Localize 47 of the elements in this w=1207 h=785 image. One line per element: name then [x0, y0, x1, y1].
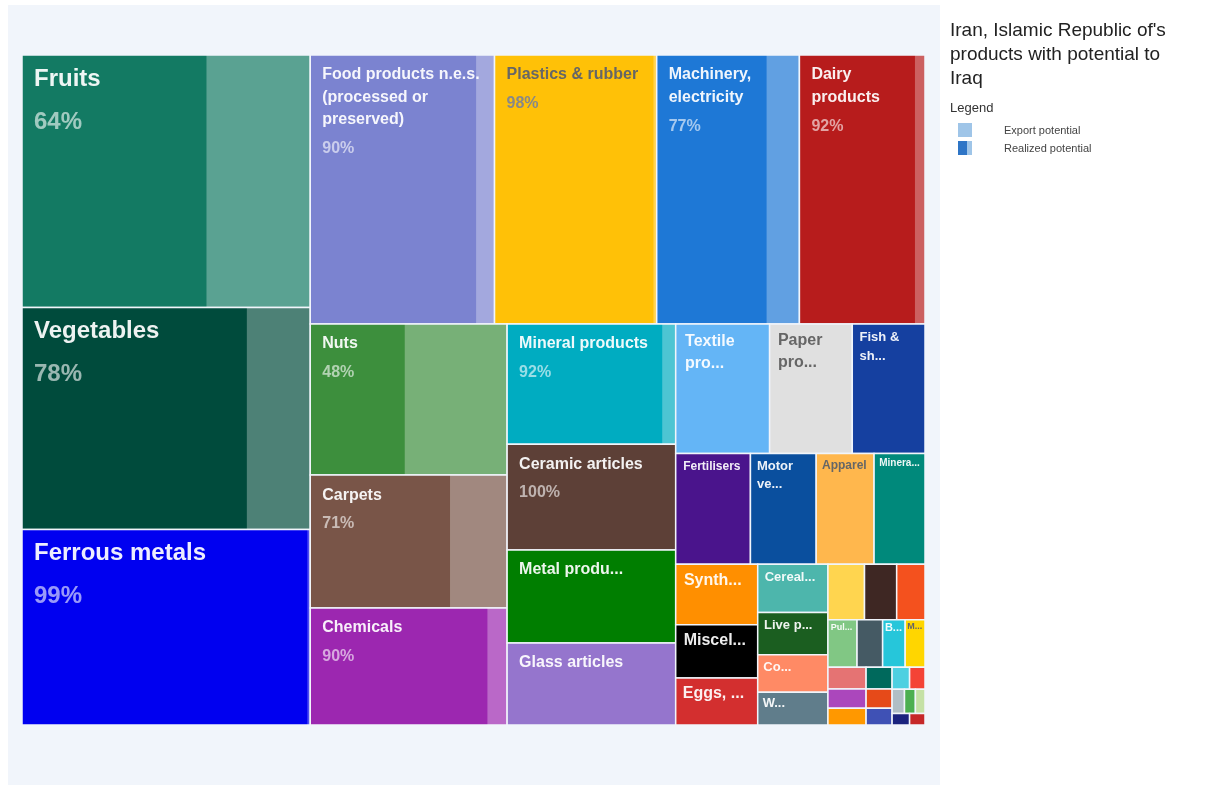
category-label: Apparel [821, 457, 867, 472]
text: Iran, Islamic Republic of's products with potential to Iraq [950, 18, 1167, 90]
data-label: 92% [811, 116, 844, 134]
category-label: Carpets [322, 485, 382, 503]
category-label: Cereal... [764, 569, 816, 585]
data-label: 77% [668, 116, 701, 134]
category-label: Minera... [879, 457, 920, 469]
category-label: Miscel... [683, 631, 746, 649]
category-label: Live p... [764, 616, 813, 632]
category-label: Co... [763, 658, 792, 674]
category-label: Eggs, ... [682, 683, 745, 701]
category-label: Vegetables [34, 316, 160, 344]
category-label: Dairy products [811, 65, 880, 105]
category-label: Mineral products [519, 334, 649, 352]
category-label: Nuts [322, 334, 358, 352]
category-label: W... [762, 695, 786, 711]
text: Export potential [1004, 124, 1081, 136]
category-label: Ferrous metals [34, 538, 207, 566]
data-label: 99% [34, 581, 83, 609]
category-label: Glass articles [519, 653, 624, 671]
category-label: Machinery, electricity [668, 65, 752, 105]
category-label: Synth... [683, 570, 742, 588]
category-label: Ceramic articles [519, 454, 643, 472]
data-label: 90% [322, 139, 355, 157]
text: Realized potential [1004, 142, 1092, 154]
data-label: 100% [519, 483, 561, 501]
category-label: Paper pro... [777, 330, 823, 371]
legend-title: Legend [950, 100, 995, 115]
category-label: B... [884, 620, 903, 633]
category-label: Plastics & rubber [506, 65, 639, 83]
category-label: Textile pro... [685, 331, 735, 372]
category-label: Metal produ... [519, 560, 624, 578]
category-label: Fish & sh... [859, 329, 900, 363]
category-label: Fruits [34, 63, 101, 91]
category-label: Chemicals [322, 618, 403, 636]
data-label: 98% [506, 94, 539, 112]
category-label: Pul... [830, 621, 853, 632]
category-label: Fertilisers [683, 459, 741, 474]
category-label: Motor ve... [757, 458, 794, 492]
data-label: 71% [322, 514, 355, 532]
data-label: 78% [34, 359, 83, 387]
data-label: 48% [322, 363, 355, 381]
data-label: 64% [34, 106, 83, 134]
data-label: 92% [519, 363, 552, 381]
category-label: Food products n.e.s. (processed or preserved) [322, 65, 480, 128]
category-label: M... [907, 620, 923, 631]
data-label: 90% [322, 647, 355, 665]
